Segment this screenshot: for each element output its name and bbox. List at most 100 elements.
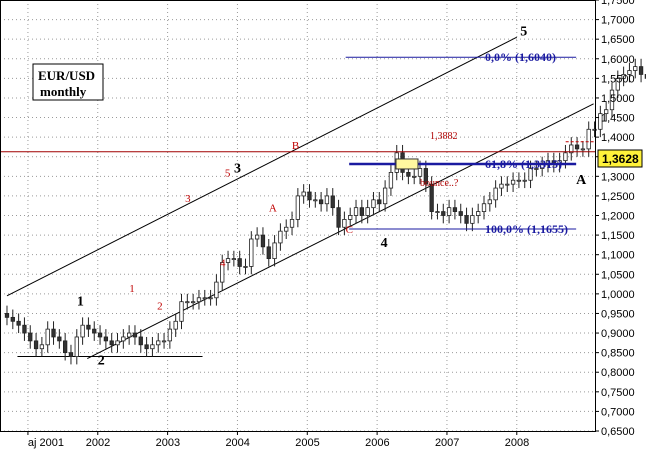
- channel-line: [87, 103, 594, 359]
- candle-body: [615, 77, 620, 91]
- candle-body: [505, 183, 510, 186]
- y-tick-label: 0,8000: [601, 367, 635, 379]
- candle-body: [121, 336, 126, 342]
- y-tick-label: 1,5000: [601, 93, 635, 105]
- candle-body: [225, 258, 231, 263]
- candle-body: [86, 324, 91, 330]
- plot-frame: [0, 0, 596, 432]
- y-tick-label: 0,9000: [601, 328, 635, 340]
- candle-body: [382, 187, 388, 205]
- y-tick-label: 0,6500: [601, 426, 635, 438]
- candle-body: [45, 328, 50, 346]
- candle-body: [138, 336, 143, 346]
- candle-body: [173, 320, 178, 330]
- x-tick-label: 2008: [505, 437, 529, 449]
- wave-label-minor: 1: [129, 283, 135, 295]
- wave-labels: 1 2 3 4 5 A 1 2 3 4 5 A B C: [77, 24, 587, 368]
- current-price-label: 1,3628: [602, 152, 639, 166]
- x-tick-label: 2004: [225, 437, 249, 449]
- candle-body: [196, 297, 202, 303]
- candle-body: [115, 340, 120, 346]
- chart-subtitle: monthly: [40, 84, 87, 99]
- candle-body: [377, 199, 382, 205]
- candle-body: [295, 195, 300, 220]
- fibonacci-levels: 0,0% (1,6040) 61,8% (1,3315) 100,0% (1,165…: [0, 50, 595, 236]
- wave-label-major: 3: [234, 161, 241, 176]
- candle-body: [132, 332, 138, 338]
- wave-label-minor: 2: [157, 301, 163, 313]
- candle-body: [109, 340, 114, 346]
- candle-body: [330, 195, 335, 209]
- wave-label-minor: 5: [225, 167, 231, 179]
- candle-body: [144, 344, 149, 350]
- candle-body: [406, 171, 411, 177]
- candle-body: [470, 215, 475, 224]
- candle-body: [580, 148, 586, 151]
- candle-body: [161, 340, 167, 343]
- secondary-level-label: 1,3882: [430, 131, 458, 142]
- candle-body: [266, 246, 271, 260]
- candle-body: [208, 297, 213, 300]
- y-tick-label: 0,9500: [601, 308, 635, 320]
- candle-body: [63, 340, 68, 354]
- candle-body: [336, 207, 341, 228]
- candle-body: [185, 301, 190, 304]
- candle-body: [598, 113, 603, 130]
- candle-body: [4, 313, 10, 318]
- candle-body: [609, 89, 615, 111]
- x-tick-label: 2003: [156, 437, 180, 449]
- y-tick-label: 1,4500: [601, 113, 635, 125]
- y-tick-label: 1,5500: [601, 73, 635, 85]
- candle-body: [417, 168, 423, 177]
- candle-body: [324, 195, 330, 205]
- fib-level-label: 0,0% (1,6040): [485, 50, 556, 64]
- candle-body: [638, 66, 644, 75]
- wave-label-major: 2: [98, 353, 105, 368]
- candle-body: [150, 344, 155, 350]
- y-tick-label: 1,1000: [601, 250, 635, 262]
- candle-series: [4, 58, 646, 365]
- candle-body: [80, 324, 85, 338]
- y-tick-label: 0,8500: [601, 348, 635, 360]
- wave-label-major: 4: [381, 236, 388, 251]
- wave-label-minor: 3: [185, 193, 191, 205]
- y-tick-label: 1,6500: [601, 34, 635, 46]
- candle-body: [353, 207, 359, 216]
- candle-body: [487, 199, 492, 205]
- candle-body: [499, 183, 504, 189]
- candle-body: [10, 316, 15, 322]
- axes: 1,7500 1,7000 1,6500 1,6000 1,5500 1,5000 1,45…: [27, 0, 635, 449]
- candle-body: [621, 74, 626, 79]
- fib-level-label: 100,0% (1,1655): [485, 222, 568, 236]
- candle-body: [92, 328, 97, 334]
- y-tick-label: 1,7500: [601, 0, 635, 7]
- candle-body: [231, 258, 237, 261]
- candle-body: [429, 183, 434, 212]
- candle-body: [313, 199, 318, 202]
- candle-body: [528, 168, 533, 181]
- candle-body: [516, 179, 522, 182]
- candle-body: [284, 226, 289, 232]
- y-tick-label: 0,7500: [601, 387, 635, 399]
- candle-body: [278, 230, 283, 244]
- candle-body: [441, 211, 446, 216]
- x-tick-label: 2005: [295, 437, 319, 449]
- candle-body: [574, 144, 580, 150]
- y-tick-label: 1,0000: [601, 289, 635, 301]
- candle-body: [243, 266, 248, 268]
- trend-lines: [6, 36, 594, 359]
- candle-body: [237, 258, 242, 267]
- candle-body: [592, 128, 597, 131]
- candle-body: [103, 336, 109, 342]
- y-tick-label: 1,6000: [601, 54, 635, 66]
- candle-body: [97, 332, 103, 338]
- candle-body: [627, 70, 632, 75]
- candle-body: [348, 215, 353, 220]
- candle-body: [522, 179, 527, 182]
- candle-body: [249, 238, 254, 267]
- bounce-zone-box: [395, 158, 419, 170]
- candle-body: [254, 234, 260, 240]
- candle-body: [167, 328, 173, 342]
- candle-body: [371, 199, 376, 209]
